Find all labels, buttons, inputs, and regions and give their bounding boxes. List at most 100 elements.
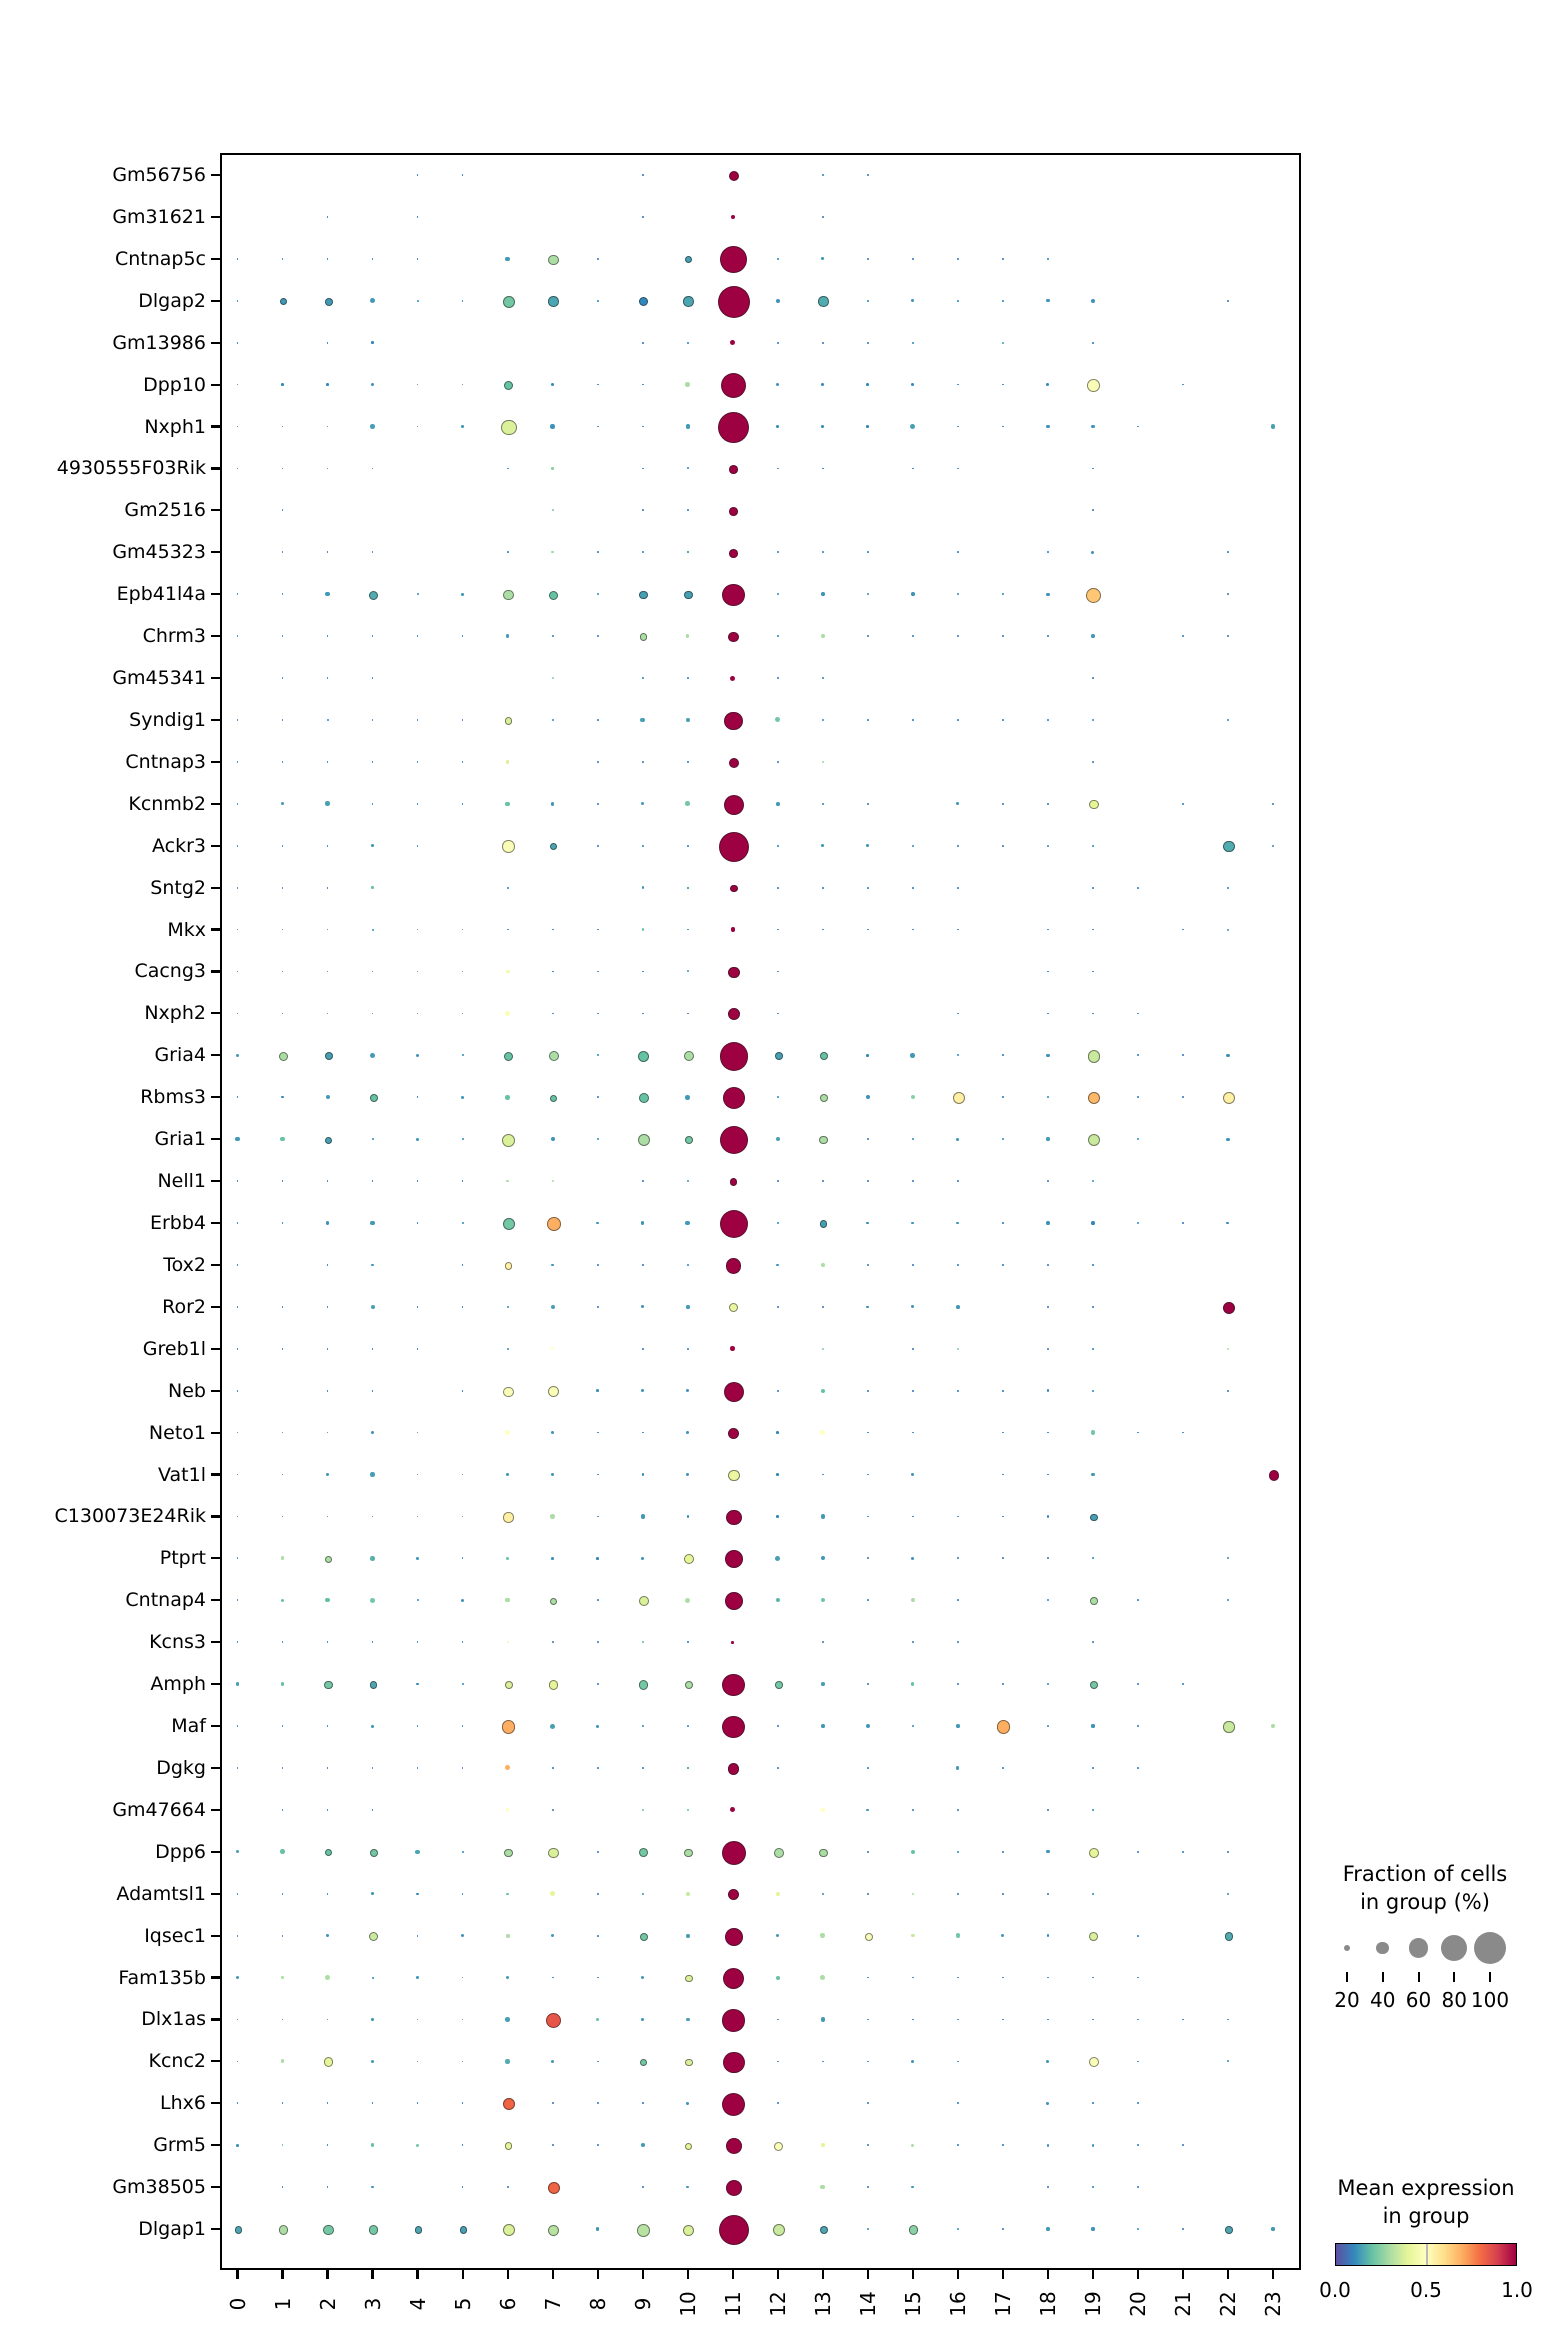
dot-4930555F03Rik-c11 <box>729 465 738 474</box>
dot-Rbms3-c0 <box>236 1096 239 1099</box>
dot-Sntg2-c2 <box>326 886 329 889</box>
dot-Iqsec1-c10 <box>685 1933 690 1938</box>
dot-Dlx1as-c5 <box>461 2018 464 2021</box>
dot-4930555F03Rik-c9 <box>641 467 644 470</box>
dot-Kcnmb2-c16 <box>956 802 960 806</box>
dot-Adamtsl1-c3 <box>371 1892 375 1896</box>
dot-Erbb4-c4 <box>416 1222 419 1224</box>
x-tick <box>821 2270 824 2279</box>
dot-Dlgap2-c1 <box>279 298 288 306</box>
dot-Ror2-c19 <box>1091 1305 1094 1308</box>
gene-label-Cacng3: Cacng3 <box>134 960 206 983</box>
dot-Dpp10-c2 <box>326 383 329 386</box>
dot-Gm31621-c2 <box>326 216 329 218</box>
dot-Epb41l4a-c17 <box>1001 593 1004 596</box>
dot-Ackr3-c19 <box>1091 844 1094 847</box>
dot-Gm38505-c2 <box>326 2186 329 2189</box>
dot-Dlgap2-c13 <box>818 296 830 308</box>
dot-Cntnap3-c3 <box>371 760 374 763</box>
dot-Kcns3-c5 <box>461 1641 464 1644</box>
dot-Fam135b-c18 <box>1046 1976 1049 1979</box>
expression-legend-title-line2: in group <box>1382 2204 1470 2228</box>
dot-Rbms3-c6 <box>505 1094 510 1100</box>
dot-Maf-c5 <box>461 1725 464 1727</box>
dot-Mkx-c3 <box>371 928 374 931</box>
dot-Nell1-c4 <box>416 1180 419 1182</box>
dot-Dpp10-c10 <box>685 382 690 387</box>
dot-Cacng3-c19 <box>1091 970 1094 973</box>
dot-Dpp10-c7 <box>551 383 555 387</box>
dot-Grm5-c7 <box>551 2144 554 2147</box>
dot-Lhx6-c14 <box>866 2102 869 2105</box>
dot-Dgkg-c16 <box>956 1766 960 1770</box>
dot-Nell1-c1 <box>281 1180 284 1182</box>
dot-Adamtsl1-c16 <box>956 1892 959 1895</box>
dot-Fam135b-c4 <box>416 1976 420 1980</box>
dot-C130073E24Rik-c11 <box>725 1509 742 1526</box>
gene-label-Fam135b: Fam135b <box>118 1966 206 1989</box>
dot-Tox2-c13 <box>820 1262 825 1267</box>
dot-Ror2-c11 <box>729 1303 739 1313</box>
dot-Mkx-c11 <box>730 927 735 932</box>
dot-Grm5-c18 <box>1046 2143 1050 2147</box>
dot-Vat1l-c6 <box>506 1473 510 1476</box>
dot-Gria1-c5 <box>461 1138 464 1141</box>
dot-Dgkg-c8 <box>596 1767 599 1769</box>
dot-Sntg2-c20 <box>1137 886 1139 889</box>
dot-Epb41l4a-c19 <box>1086 587 1102 603</box>
dot-Dpp6-c19 <box>1088 1847 1100 1859</box>
dot-Mkx-c14 <box>866 928 869 931</box>
dot-Kcnc2-c10 <box>684 2058 693 2067</box>
dot-Maf-c2 <box>326 1725 329 1727</box>
dot-Lhx6-c10 <box>686 2101 690 2105</box>
dot-Dlx1as-c15 <box>911 2018 914 2021</box>
dot-Tox2-c19 <box>1091 1264 1094 1266</box>
dot-Kcns3-c19 <box>1091 1641 1094 1644</box>
dot-Gm38505-c11 <box>725 2180 742 2197</box>
dot-Dlgap2-c7 <box>548 296 559 308</box>
fraction-legend-dot-20 <box>1343 1944 1351 1952</box>
dot-Cntnap3-c11 <box>728 757 739 768</box>
dot-Gm47664-c2 <box>326 1808 329 1811</box>
dot-Kcnc2-c0 <box>236 2060 239 2063</box>
dot-Gm47664-c11 <box>730 1807 736 1813</box>
dot-Ror2-c9 <box>641 1305 645 1309</box>
dot-Neb-c17 <box>1001 1389 1004 1392</box>
dot-Kcns3-c9 <box>641 1641 644 1644</box>
dot-Cntnap4-c4 <box>416 1599 419 1602</box>
dot-Mkx-c2 <box>326 928 329 931</box>
dot-Nxph2-c19 <box>1091 1012 1094 1015</box>
dot-Dpp10-c14 <box>866 383 870 386</box>
expression-legend-title-line1: Mean expression <box>1337 2176 1515 2200</box>
dot-Chrm3-c15 <box>911 635 914 638</box>
x-tick <box>1091 2270 1094 2279</box>
fraction-legend-dot-100 <box>1473 1931 1507 1965</box>
dot-Neb-c13 <box>820 1388 825 1393</box>
dot-Dgkg-c7 <box>551 1767 554 1769</box>
dot-Syndig1-c15 <box>911 719 914 721</box>
dot-Gria4-c10 <box>683 1051 694 1062</box>
dot-Gm45323-c12 <box>776 551 779 554</box>
dot-Ackr3-c22 <box>1223 841 1235 853</box>
dot-Rbms3-c14 <box>865 1095 870 1100</box>
dot-Amph-c5 <box>461 1683 464 1686</box>
dot-4930555F03Rik-c0 <box>236 467 239 470</box>
dot-Fam135b-c8 <box>596 1976 599 1979</box>
dot-Kcns3-c7 <box>551 1641 554 1644</box>
dot-Amph-c0 <box>235 1682 240 1687</box>
gene-label-Mkx: Mkx <box>167 918 206 941</box>
dot-Nell1-c0 <box>236 1180 239 1182</box>
dot-Amph-c14 <box>866 1683 869 1686</box>
dot-Neb-c10 <box>686 1389 690 1393</box>
dot-C130073E24Rik-c12 <box>776 1515 780 1518</box>
dot-Mkx-c0 <box>236 928 239 931</box>
dot-Chrm3-c3 <box>371 635 374 638</box>
dot-Erbb4-c3 <box>370 1220 375 1226</box>
dot-Nxph2-c8 <box>596 1012 599 1015</box>
dot-Sntg2-c6 <box>506 886 509 889</box>
dot-Nxph1-c14 <box>866 425 870 428</box>
dot-Lhx6-c18 <box>1046 2101 1050 2105</box>
dot-Kcnc2-c12 <box>776 2060 779 2063</box>
dot-Gm45323-c1 <box>281 551 284 554</box>
dot-Neb-c7 <box>548 1386 560 1398</box>
